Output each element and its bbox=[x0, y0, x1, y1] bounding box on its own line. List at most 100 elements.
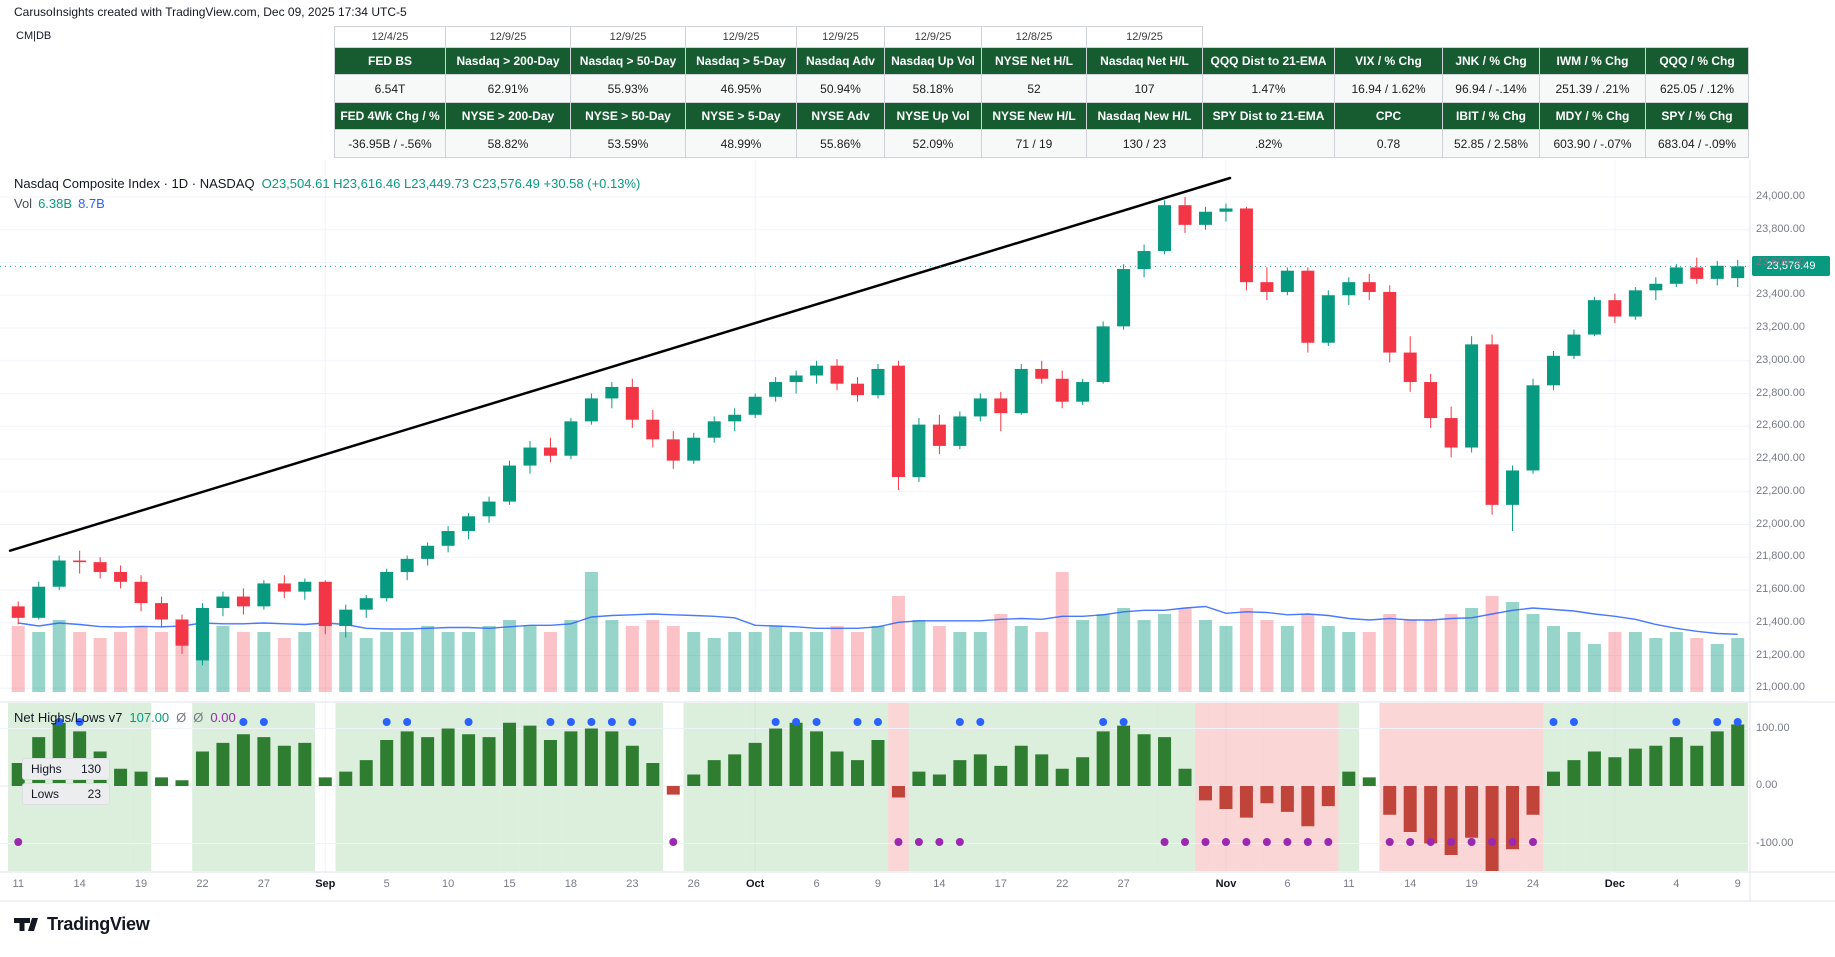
price-axis-label: 21,400.00 bbox=[1756, 615, 1805, 628]
table-header-cell: MDY / % Chg bbox=[1539, 102, 1646, 130]
time-axis-label: Sep bbox=[315, 878, 336, 890]
highs-row: Highs 130 bbox=[22, 758, 110, 780]
table-header-cell: VIX / % Chg bbox=[1334, 47, 1443, 75]
highs-lows-box: Highs 130 Lows 23 bbox=[22, 758, 110, 808]
watermark-cmdb: CM|DB bbox=[16, 30, 52, 42]
price-axis-label: 23,200.00 bbox=[1756, 321, 1805, 333]
table-header-cell: FED 4Wk Chg / % bbox=[334, 102, 446, 130]
table-value-cell: -36.95B / -.56% bbox=[334, 129, 446, 158]
time-axis-label: Dec bbox=[1604, 878, 1625, 890]
table-value-cell: 683.04 / -.09% bbox=[1645, 129, 1749, 158]
price-axis-label: 21,800.00 bbox=[1756, 550, 1805, 563]
stats-table: 12/4/25 12/9/25 12/9/25 12/9/25 12/9/25 12/9/… bbox=[334, 26, 1749, 158]
time-axis-label: 26 bbox=[687, 878, 700, 890]
tradingview-logo-icon bbox=[14, 917, 38, 931]
symbol-title: Nasdaq Composite Index · 1D · NASDAQ bbox=[14, 176, 255, 191]
table-date-cell: 12/4/25 bbox=[334, 26, 446, 48]
time-axis-label: 18 bbox=[564, 878, 578, 890]
highs-label: Highs bbox=[31, 762, 62, 776]
table-value-cell: .82% bbox=[1202, 129, 1335, 158]
table-header-cell: IBIT / % Chg bbox=[1442, 102, 1540, 130]
table-date-cell: 12/9/25 bbox=[445, 26, 571, 48]
symbol-legend[interactable]: Nasdaq Composite Index · 1D · NASDAQ O23,… bbox=[14, 176, 640, 191]
table-value-cell: 603.90 / -.07% bbox=[1539, 129, 1646, 158]
price-axis-label: 21,200.00 bbox=[1756, 648, 1805, 661]
table-header-cell: QQQ / % Chg bbox=[1645, 47, 1749, 75]
time-axis-label: 6 bbox=[1284, 878, 1291, 890]
table-date-cell: 12/9/25 bbox=[685, 26, 797, 48]
time-axis-label: Nov bbox=[1215, 878, 1237, 890]
time-axis-label: 9 bbox=[1734, 878, 1741, 890]
table-header-cell: Nasdaq > 50-Day bbox=[570, 47, 686, 75]
table-header-cell: Nasdaq > 5-Day bbox=[685, 47, 797, 75]
table-value-cell: 71 / 19 bbox=[981, 129, 1087, 158]
table-value-cell: 48.99% bbox=[685, 129, 797, 158]
time-axis-label: 5 bbox=[383, 878, 390, 890]
table-date-cell: 12/9/25 bbox=[570, 26, 686, 48]
table-header-cell: Nasdaq New H/L bbox=[1086, 102, 1203, 130]
table-date-cell bbox=[1203, 27, 1335, 48]
volume-label: Vol bbox=[14, 196, 33, 211]
price-axis-label: 22,400.00 bbox=[1756, 452, 1805, 464]
tradingview-logo[interactable]: TradingView bbox=[14, 914, 150, 935]
time-axis-label: 14 bbox=[933, 878, 946, 890]
time-axis-label: 22 bbox=[196, 878, 209, 890]
table-header-cell: SPY Dist to 21-EMA bbox=[1202, 102, 1335, 130]
nhl-legend[interactable]: Net Highs/Lows v7 107.00 Ø Ø 0.00 bbox=[14, 710, 236, 725]
time-axis-label: 4 bbox=[1673, 878, 1680, 890]
time-axis-label: Oct bbox=[745, 878, 765, 890]
table-header-cell: NYSE Net H/L bbox=[981, 47, 1087, 75]
table-header-cell: NYSE > 5-Day bbox=[685, 102, 797, 130]
price-axis-label: 24,000.00 bbox=[1756, 190, 1805, 202]
table-header-cell: JNK / % Chg bbox=[1442, 47, 1540, 75]
time-axis-label: 27 bbox=[1117, 878, 1130, 890]
table-header-cell: Nasdaq > 200-Day bbox=[445, 47, 571, 75]
table-header-cell: SPY / % Chg bbox=[1645, 102, 1749, 130]
table-header-cell: Nasdaq Up Vol bbox=[884, 47, 982, 75]
table-value-cell: 58.82% bbox=[445, 129, 571, 158]
table-value-cell: 6.54T bbox=[334, 74, 446, 103]
time-axis-label: 14 bbox=[1404, 878, 1417, 890]
table-value-cell: 55.93% bbox=[570, 74, 686, 103]
nhl-empty-1: Ø bbox=[176, 710, 187, 725]
credit-text: CarusoInsights created with TradingView.… bbox=[14, 5, 407, 19]
table-value-cell: 625.05 / .12% bbox=[1645, 74, 1749, 103]
price-axis-label: 23,600.00 bbox=[1756, 255, 1805, 268]
table-value-cell: 50.94% bbox=[796, 74, 885, 103]
nhl-zero-value: 0.00 bbox=[210, 710, 236, 725]
time-axis-label: 19 bbox=[134, 878, 148, 890]
price-axis-label: 22,200.00 bbox=[1756, 484, 1805, 497]
price-axis-label: 22,600.00 bbox=[1756, 419, 1805, 432]
time-axis-label: 19 bbox=[1465, 878, 1478, 890]
time-axis-label: 14 bbox=[73, 878, 86, 890]
ohlc-values: O23,504.61 H23,616.46 L23,449.73 C23,576… bbox=[261, 176, 641, 191]
time-axis-label: 9 bbox=[874, 878, 882, 890]
time-axis-label: 10 bbox=[441, 878, 455, 890]
last-price-tag: 23,576.49 bbox=[1752, 256, 1830, 276]
volume-legend[interactable]: Vol 6.38B 8.7B bbox=[14, 196, 105, 211]
price-axis-label: 23,000.00 bbox=[1756, 353, 1805, 366]
nhl-empty-2: Ø bbox=[193, 710, 204, 725]
table-value-cell: 16.94 / 1.62% bbox=[1334, 74, 1443, 103]
table-header-cell: NYSE Adv bbox=[796, 102, 885, 130]
table-value-cell: 251.39 / .21% bbox=[1539, 74, 1646, 103]
table-value-cell: 55.86% bbox=[796, 129, 885, 158]
time-axis-label: 22 bbox=[1056, 878, 1069, 890]
table-header-cell: Nasdaq Adv bbox=[796, 47, 885, 75]
table-header-cell: NYSE New H/L bbox=[981, 102, 1087, 130]
table-value-cell: 58.18% bbox=[884, 74, 982, 103]
table-header-cell: NYSE > 200-Day bbox=[445, 102, 571, 130]
time-axis-label: 11 bbox=[1343, 878, 1355, 890]
table-header-cell: IWM / % Chg bbox=[1539, 47, 1646, 75]
price-axis-label: 22,800.00 bbox=[1756, 386, 1805, 399]
table-date-cell: 12/9/25 bbox=[1086, 26, 1203, 48]
volume-value: 6.38B bbox=[38, 196, 73, 211]
table-value-cell: 46.95% bbox=[685, 74, 797, 103]
table-date-cell bbox=[1540, 27, 1646, 48]
nhl-axis-label: 100.00 bbox=[1756, 721, 1790, 734]
table-header-cell: NYSE > 50-Day bbox=[570, 102, 686, 130]
table-value-cell: 96.94 / -.14% bbox=[1442, 74, 1540, 103]
table-header-cell: QQQ Dist to 21-EMA bbox=[1202, 47, 1335, 75]
